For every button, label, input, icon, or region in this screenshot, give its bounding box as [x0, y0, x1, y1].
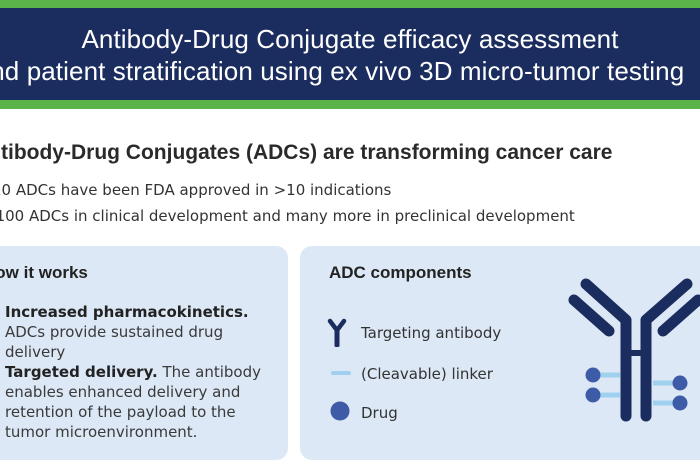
how-it-works-list: Increased pharmacokinetics. ADCs provide…	[5, 302, 265, 442]
antibody-icon	[327, 318, 347, 347]
intro-bullet-approved: 10 ADCs have been FDA approved in >10 in…	[0, 181, 392, 199]
bottom-green-stripe	[0, 100, 700, 109]
linker-icon	[331, 371, 351, 375]
intro-heading: Antibody-Drug Conjugates (ADCs) are tran…	[0, 141, 613, 164]
top-green-stripe	[0, 0, 700, 8]
how-it-works-panel	[0, 246, 288, 460]
legend-item-antibody: Targeting antibody	[327, 318, 527, 348]
drug-dot-icon	[330, 401, 350, 421]
antibody-icon	[568, 278, 700, 422]
adc-antibody-diagram	[568, 278, 700, 422]
how-item-bold: Targeted delivery.	[5, 363, 158, 381]
banner-title-line-2: and patient stratification using ex vivo…	[0, 56, 685, 86]
linker-icon	[596, 372, 677, 406]
legend-item-drug: Drug	[327, 398, 527, 428]
how-item-pharmacokinetics: Increased pharmacokinetics. ADCs provide…	[5, 302, 265, 362]
adc-components-title: ADC components	[329, 263, 472, 282]
banner-title-line-1: Antibody-Drug Conjugate efficacy assessm…	[81, 24, 619, 54]
legend-label-antibody: Targeting antibody	[361, 324, 502, 342]
how-item-bold: Increased pharmacokinetics.	[5, 303, 249, 321]
how-it-works-title: How it works	[0, 263, 88, 282]
intro-bullet-clinical: >100 ADCs in clinical development and ma…	[0, 207, 575, 225]
title-banner: Antibody-Drug Conjugate efficacy assessm…	[0, 8, 700, 100]
legend-label-linker: (Cleavable) linker	[361, 365, 493, 383]
how-item-text: ADCs provide sustained drug delivery	[5, 323, 224, 361]
legend-label-drug: Drug	[361, 404, 398, 422]
legend-item-linker: (Cleavable) linker	[327, 359, 527, 389]
how-item-text: The antibody enables enhanced delivery a…	[5, 363, 261, 441]
how-item-targeted-delivery: Targeted delivery. The antibody enables …	[5, 362, 265, 442]
drug-dot-icon	[585, 367, 688, 411]
